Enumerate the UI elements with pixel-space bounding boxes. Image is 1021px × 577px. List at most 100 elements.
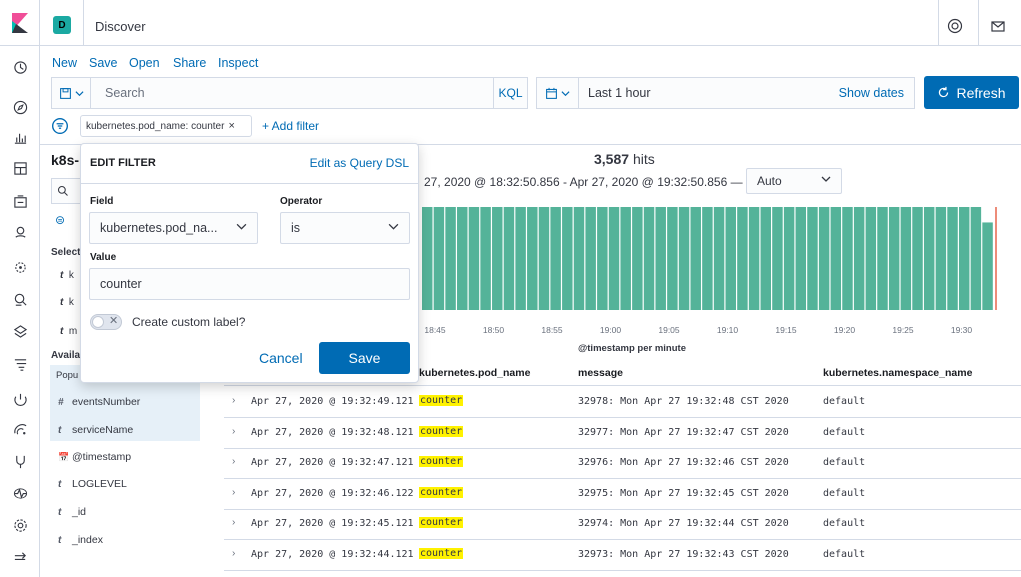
selected-field-item[interactable]: t k bbox=[60, 270, 74, 281]
histogram-bar[interactable] bbox=[807, 207, 818, 310]
siem-icon[interactable] bbox=[10, 419, 30, 439]
histogram-bar[interactable] bbox=[515, 207, 526, 310]
expand-row-icon[interactable]: › bbox=[232, 425, 236, 437]
column-header-pod-name[interactable]: kubernetes.pod_name bbox=[419, 367, 531, 379]
field-search-input[interactable] bbox=[51, 178, 81, 204]
refresh-button[interactable]: Refresh bbox=[924, 76, 1019, 109]
infrastructure-icon[interactable] bbox=[10, 289, 30, 309]
histogram-bar[interactable] bbox=[853, 207, 865, 310]
histogram-bar[interactable] bbox=[818, 207, 830, 310]
apm-icon[interactable] bbox=[10, 354, 30, 374]
field-select[interactable]: kubernetes.pod_na... bbox=[89, 212, 258, 244]
table-row[interactable]: › Apr 27, 2020 @ 19:32:46.122 counter 32975… bbox=[224, 479, 1021, 510]
inspect-button[interactable]: Inspect bbox=[218, 56, 259, 70]
help-icon[interactable] bbox=[947, 18, 963, 34]
remove-filter-icon[interactable]: × bbox=[228, 120, 235, 132]
histogram-bar[interactable] bbox=[678, 207, 690, 310]
histogram-bar[interactable] bbox=[760, 207, 772, 310]
histogram-bar[interactable] bbox=[982, 222, 993, 310]
visualize-icon[interactable] bbox=[10, 127, 30, 147]
histogram-bar[interactable] bbox=[877, 207, 888, 310]
histogram-bar[interactable] bbox=[457, 207, 468, 310]
histogram-bar[interactable] bbox=[550, 207, 561, 310]
histogram-bar[interactable] bbox=[690, 207, 701, 310]
histogram-bar[interactable] bbox=[958, 207, 970, 310]
histogram-chart[interactable]: 18:45 18:50 18:55 19:00 19:05 19:10 19:15 19:20… bbox=[420, 200, 1000, 360]
histogram-bar[interactable] bbox=[947, 207, 958, 310]
histogram-bar[interactable] bbox=[935, 207, 947, 310]
histogram-bar[interactable] bbox=[783, 207, 795, 310]
histogram-bar[interactable] bbox=[830, 207, 842, 310]
histogram-bar[interactable] bbox=[900, 207, 912, 310]
uptime-icon[interactable] bbox=[10, 389, 30, 409]
histogram-bar[interactable] bbox=[702, 207, 713, 310]
share-button[interactable]: Share bbox=[173, 56, 207, 70]
expand-row-icon[interactable]: › bbox=[232, 456, 236, 467]
table-row[interactable]: › Apr 27, 2020 @ 19:32:45.121 counter 32974… bbox=[224, 509, 1021, 540]
histogram-bar[interactable] bbox=[725, 207, 736, 310]
histogram-bar[interactable] bbox=[748, 207, 760, 310]
field-item-servicename[interactable]: t serviceName bbox=[58, 424, 134, 436]
filter-options-icon[interactable] bbox=[51, 117, 69, 135]
maps-icon[interactable] bbox=[10, 222, 30, 242]
saved-queries-button[interactable] bbox=[52, 78, 91, 108]
custom-label-toggle[interactable]: ✕ bbox=[90, 314, 122, 330]
show-dates-button[interactable]: Show dates bbox=[838, 86, 904, 100]
expand-row-icon[interactable]: › bbox=[232, 517, 236, 528]
interval-select[interactable]: Auto bbox=[746, 168, 842, 194]
histogram-bar[interactable] bbox=[655, 207, 666, 310]
histogram-bar[interactable] bbox=[842, 207, 853, 310]
histogram-bar[interactable] bbox=[888, 207, 900, 310]
column-header-namespace[interactable]: kubernetes.namespace_name bbox=[823, 367, 973, 379]
histogram-bar[interactable] bbox=[503, 207, 515, 310]
add-filter-button[interactable]: + Add filter bbox=[262, 119, 320, 133]
canvas-icon[interactable] bbox=[10, 191, 30, 211]
histogram-bar[interactable] bbox=[713, 207, 725, 310]
index-pattern-title[interactable]: k8s- bbox=[51, 152, 80, 168]
kql-toggle-button[interactable]: KQL bbox=[493, 78, 527, 108]
histogram-bar[interactable] bbox=[865, 207, 877, 310]
open-button[interactable]: Open bbox=[129, 56, 160, 70]
histogram-bar[interactable] bbox=[620, 207, 631, 310]
histogram-bar[interactable] bbox=[585, 207, 596, 310]
histogram-bar[interactable] bbox=[643, 207, 655, 310]
histogram-bar[interactable] bbox=[795, 207, 807, 310]
kibana-logo-icon[interactable] bbox=[0, 0, 40, 46]
quick-menu-button[interactable] bbox=[537, 78, 579, 108]
histogram-bar[interactable] bbox=[573, 207, 585, 310]
expand-row-icon[interactable]: › bbox=[232, 486, 236, 498]
logs-icon[interactable] bbox=[10, 321, 30, 341]
selected-field-item[interactable]: t m bbox=[60, 326, 78, 337]
space-avatar[interactable]: D bbox=[53, 16, 71, 34]
column-header-message[interactable]: message bbox=[578, 367, 623, 379]
table-row[interactable]: › Apr 27, 2020 @ 19:32:49.121 counter 32978… bbox=[224, 387, 1021, 418]
field-item-eventsnumber[interactable]: # eventsNumber bbox=[58, 396, 141, 408]
table-row[interactable]: › Apr 27, 2020 @ 19:32:48.121 counter 32977… bbox=[224, 418, 1021, 449]
save-search-button[interactable]: Save bbox=[89, 56, 118, 70]
histogram-bar[interactable] bbox=[772, 207, 783, 310]
stack-monitoring-icon[interactable] bbox=[10, 483, 30, 503]
filter-pill[interactable]: kubernetes.pod_name: counter × bbox=[80, 115, 252, 137]
field-item-index[interactable]: t _index bbox=[58, 534, 103, 546]
new-button[interactable]: New bbox=[52, 56, 78, 70]
histogram-bar[interactable] bbox=[608, 207, 620, 310]
histogram-bar[interactable] bbox=[468, 207, 480, 310]
expand-row-icon[interactable]: › bbox=[232, 547, 236, 559]
histogram-bar[interactable] bbox=[538, 207, 550, 310]
histogram-bar[interactable] bbox=[632, 207, 643, 310]
save-filter-button[interactable]: Save bbox=[319, 342, 410, 374]
histogram-bar[interactable] bbox=[923, 207, 935, 310]
histogram-bar[interactable] bbox=[667, 207, 678, 310]
machine-learning-icon[interactable] bbox=[10, 257, 30, 277]
edit-as-query-dsl-button[interactable]: Edit as Query DSL bbox=[309, 156, 409, 170]
selected-field-item[interactable]: t k bbox=[60, 297, 74, 308]
management-gear-icon[interactable] bbox=[10, 515, 30, 535]
histogram-bar[interactable] bbox=[480, 207, 491, 310]
field-item-id[interactable]: t _id bbox=[58, 506, 87, 518]
field-item-loglevel[interactable]: t LOGLEVEL bbox=[58, 478, 127, 490]
discover-icon[interactable] bbox=[10, 97, 30, 117]
table-row[interactable]: › Apr 27, 2020 @ 19:32:47.121 counter 32976… bbox=[224, 448, 1021, 479]
mail-icon[interactable] bbox=[990, 18, 1006, 34]
histogram-bar[interactable] bbox=[562, 207, 573, 310]
table-row[interactable]: › Apr 27, 2020 @ 19:32:44.121 counter 32973… bbox=[224, 540, 1021, 571]
